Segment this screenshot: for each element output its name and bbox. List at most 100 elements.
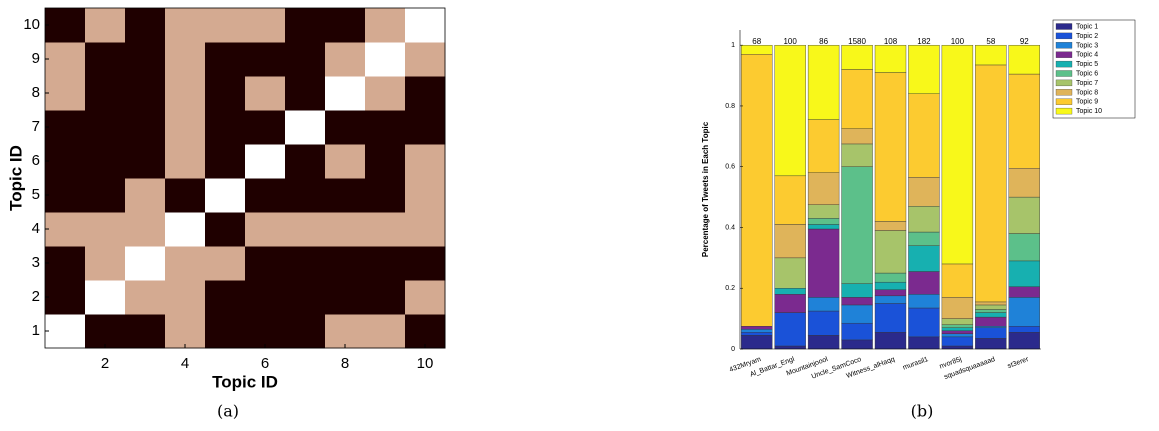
- heat-cell: [365, 212, 406, 247]
- heat-cell: [245, 212, 286, 247]
- bar-segment: [807, 224, 840, 230]
- y-tick-label: 0.2: [725, 285, 735, 292]
- bar-segment: [908, 307, 940, 338]
- heat-cell: [165, 314, 206, 349]
- bar-segment: [841, 322, 873, 341]
- heat-cell: [245, 144, 286, 179]
- y-tick-label: 8: [32, 84, 40, 101]
- bar-segment: [1008, 297, 1040, 327]
- heat-cell: [85, 42, 126, 77]
- x-tick-label: murasil1: [902, 356, 929, 372]
- bar-segment: [807, 119, 840, 173]
- heat-cell: [45, 144, 86, 179]
- heat-cell: [45, 76, 86, 111]
- legend-label: Topic 5: [1076, 61, 1098, 68]
- legend-swatch: [1055, 51, 1073, 58]
- total-label: 1580: [848, 37, 866, 46]
- heat-cell: [325, 178, 366, 213]
- bar-segment: [1008, 260, 1040, 287]
- heat-cell: [405, 76, 446, 111]
- bar-segment: [941, 324, 974, 328]
- bar-segment: [908, 271, 940, 295]
- heat-cell: [165, 42, 206, 77]
- bar-segment: [941, 44, 974, 265]
- heat-cell: [205, 314, 246, 349]
- heat-cell: [45, 8, 86, 43]
- bar-segment: [975, 64, 1007, 303]
- heat-cell: [405, 42, 446, 77]
- heat-cell: [85, 8, 126, 43]
- heat-cell: [165, 110, 206, 145]
- legend-label: Topic 2: [1076, 33, 1098, 40]
- total-label: 182: [917, 37, 931, 46]
- bar-segment: [874, 44, 907, 73]
- bar-segment: [874, 230, 907, 274]
- bar-segment: [941, 297, 974, 319]
- bar-segment: [874, 332, 907, 350]
- heat-cell: [365, 110, 406, 145]
- bar-segment: [807, 297, 840, 312]
- bar-segment: [774, 44, 806, 177]
- heat-cell: [365, 42, 406, 77]
- heat-cell: [205, 76, 246, 111]
- heat-cell: [165, 144, 206, 179]
- bar-segment: [941, 336, 974, 347]
- total-label: 100: [783, 37, 797, 46]
- heat-cell: [405, 144, 446, 179]
- bar-segment: [741, 329, 773, 333]
- bar-segment: [741, 332, 773, 336]
- bar-segment: [1008, 233, 1040, 262]
- heat-cell: [325, 76, 366, 111]
- heat-cell: [325, 246, 366, 281]
- bar-segment: [1008, 286, 1040, 298]
- bar-segment: [807, 204, 840, 219]
- bar-segment: [741, 54, 773, 327]
- heat-cell: [125, 280, 166, 315]
- legend-label: Topic 1: [1076, 24, 1098, 31]
- heat-cell: [85, 280, 126, 315]
- heat-cell: [165, 178, 206, 213]
- bar-segment: [908, 44, 940, 94]
- bar-segment: [1008, 168, 1040, 198]
- heat-cell: [45, 246, 86, 281]
- y-tick-label: 3: [32, 254, 40, 271]
- bar-segment: [741, 44, 773, 55]
- bar-segment: [874, 272, 907, 283]
- heat-cell: [125, 76, 166, 111]
- bar-segment: [841, 339, 873, 350]
- heat-cell: [85, 110, 126, 145]
- bar-segment: [807, 335, 840, 350]
- heat-cell: [245, 280, 286, 315]
- bar-segment: [941, 263, 974, 298]
- heat-cell: [205, 144, 246, 179]
- legend-label: Topic 9: [1076, 99, 1098, 106]
- y-tick-label: 2: [32, 288, 40, 305]
- total-label: 100: [951, 37, 965, 46]
- y-axis-label: Percentage of Tweets in Each Topic: [701, 121, 710, 257]
- heat-cell: [205, 8, 246, 43]
- bar-segment: [975, 309, 1007, 313]
- heat-cell: [205, 280, 246, 315]
- heat-cell: [285, 314, 326, 349]
- heat-cell: [85, 178, 126, 213]
- heat-cell: [405, 246, 446, 281]
- legend-swatch: [1055, 42, 1073, 49]
- bar-segment: [908, 93, 940, 178]
- bar-segment: [908, 177, 940, 207]
- y-tick-label: 5: [32, 186, 40, 203]
- bar-segment: [774, 312, 806, 347]
- bar-segment: [841, 128, 873, 145]
- total-label: 92: [1020, 37, 1029, 46]
- heat-cell: [45, 314, 86, 349]
- bar-segment: [841, 69, 873, 129]
- y-tick-label: 1: [32, 322, 40, 339]
- bar-segment: [1008, 73, 1040, 169]
- y-tick-label: 7: [32, 118, 40, 135]
- x-tick-label: 10: [417, 355, 434, 372]
- heat-cell: [405, 8, 446, 43]
- bar-segment: [1008, 44, 1040, 75]
- bar-segment: [841, 143, 873, 167]
- heat-cell: [245, 246, 286, 281]
- bar-segment: [975, 312, 1007, 318]
- bar-segment: [975, 326, 1007, 328]
